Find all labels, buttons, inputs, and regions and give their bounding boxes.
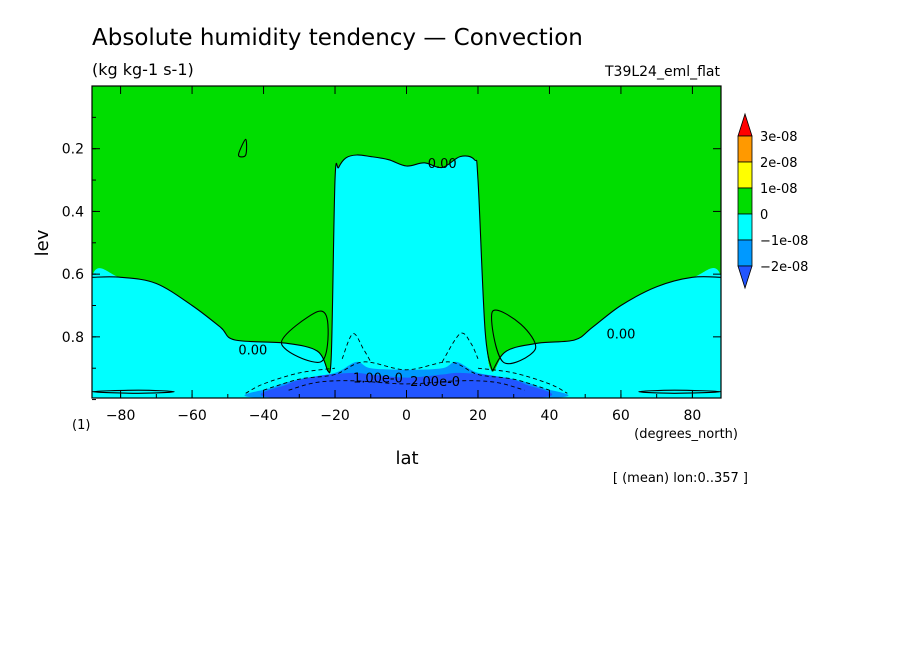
y-axis: 0.2 0.4 0.6 0.8 xyxy=(62,116,721,401)
dashed-contour-5 xyxy=(477,367,568,394)
contour-line-1 xyxy=(327,154,493,374)
filled-regions xyxy=(92,86,721,398)
contour-line-6 xyxy=(92,389,175,394)
y-axis-label: lev xyxy=(32,229,53,256)
footnote: [ (mean) lon:0..357 ] xyxy=(613,471,748,486)
colorbar-label-4: −1e-08 xyxy=(760,234,808,249)
x-tick-label-1: −60 xyxy=(177,408,207,424)
colorbar-label-2: 1e-08 xyxy=(760,182,798,197)
y-tick-label-3: 0.8 xyxy=(62,330,84,346)
colorbar-label-1: 2e-08 xyxy=(760,156,798,171)
contour-line-4 xyxy=(491,309,537,365)
colorbar-label-0: 3e-08 xyxy=(760,130,798,145)
x-tick-label-8: 80 xyxy=(683,408,701,424)
y-tick-label-2: 0.6 xyxy=(62,267,84,283)
contour-line-2 xyxy=(491,276,721,372)
contour-line-3 xyxy=(280,310,329,363)
x-tick-label-3: −20 xyxy=(320,408,350,424)
x-axis: −80 −60 −40 −20 0 20 40 60 80 xyxy=(106,86,701,424)
x-tick-label-4: 0 xyxy=(402,408,411,424)
dashed-contour-0 xyxy=(263,361,550,391)
region-0 xyxy=(92,86,721,374)
colorbar-swatch-2 xyxy=(737,161,753,189)
colorbar-arrow-bottom xyxy=(737,265,753,290)
contour-label-0: 0.00 xyxy=(238,343,267,358)
y-tick-label-0: 0.2 xyxy=(62,142,84,158)
chart-units: (kg kg-1 s-1) xyxy=(92,60,194,79)
dashed-contour-1 xyxy=(288,380,525,391)
contour-line-7 xyxy=(638,389,721,394)
dashed-contour-2 xyxy=(341,333,372,363)
contour-label-9: 2.00e-0 xyxy=(410,375,460,390)
colorbar-swatch-1 xyxy=(737,135,753,163)
colorbar-swatch-3 xyxy=(737,187,753,215)
dashed-contour-3 xyxy=(441,332,479,363)
x-tick-label-7: 60 xyxy=(612,408,630,424)
x-tick-label-0: −80 xyxy=(106,408,136,424)
colorbar: 3e-08 2e-08 1e-08 0 −1e-08 −2e-08 xyxy=(737,112,808,290)
contour-label-1: 0.00 xyxy=(428,157,457,172)
region-3 xyxy=(260,372,553,398)
chart-title: Absolute humidity tendency — Convection xyxy=(92,25,583,51)
contour-line-5 xyxy=(237,138,248,158)
dashed-contour-4 xyxy=(245,367,336,394)
x-axis-label: lat xyxy=(395,448,418,469)
colorbar-swatch-4 xyxy=(737,213,753,241)
colorbar-label-3: 0 xyxy=(760,208,768,223)
y-tick-label-1: 0.4 xyxy=(62,204,84,220)
x-tick-label-6: 40 xyxy=(541,408,559,424)
contour-labels: 0.00 0.00 0.00 1.00e-0 2.00e-0 xyxy=(238,157,635,390)
x-tick-label-2: −40 xyxy=(249,408,279,424)
contour-line-0 xyxy=(92,276,329,372)
contour-label-2: 0.00 xyxy=(606,328,635,343)
experiment-label: T39L24_eml_flat xyxy=(604,64,721,80)
contour-lines xyxy=(92,138,721,394)
region-1 xyxy=(92,154,721,398)
colorbar-label-5: −2e-08 xyxy=(760,260,808,275)
x-tick-label-5: 20 xyxy=(469,408,487,424)
x-units-label: (degrees_north) xyxy=(634,427,738,442)
colorbar-swatch-5 xyxy=(737,239,753,267)
contour-label-8: 1.00e-0 xyxy=(353,372,403,387)
y-units-label: (1) xyxy=(72,418,90,433)
